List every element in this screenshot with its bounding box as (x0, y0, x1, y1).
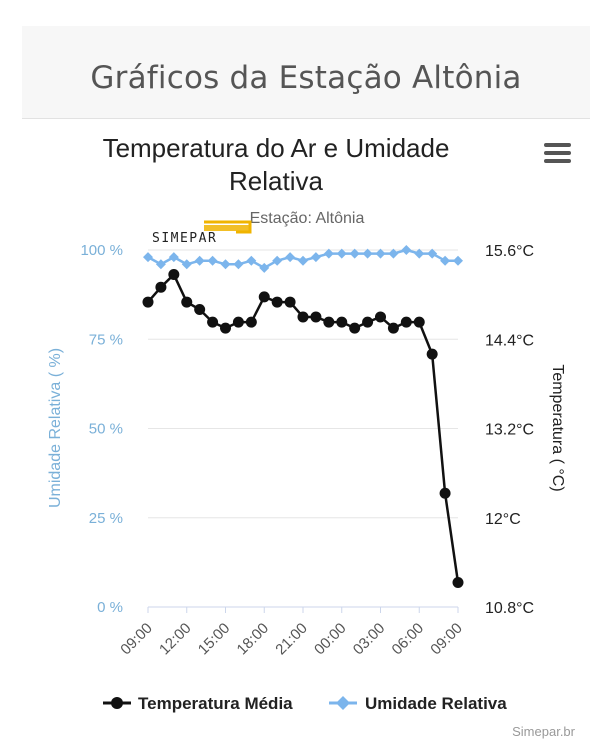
data-point-umidade (246, 255, 257, 266)
data-point-umidade (285, 252, 296, 263)
data-point-temperatura (413, 316, 425, 328)
chart-title-line-1: Temperatura do Ar e Umidade (103, 133, 450, 163)
data-point-temperatura (258, 291, 270, 303)
y-right-tick-label: 12°C (485, 511, 521, 528)
x-tick-label: 09:00 (427, 620, 466, 659)
x-tick-label: 15:00 (195, 620, 234, 659)
x-axis-ticks: 09:00 12:00 15:00 18:00 21:00 00:00 03:00 06:00… (117, 607, 466, 658)
data-point-umidade (259, 262, 270, 273)
data-point-umidade (207, 255, 218, 266)
y-axis-left-title: Umidade Relativa ( %) (47, 348, 64, 508)
data-point-umidade (298, 255, 308, 266)
data-point-temperatura (155, 281, 167, 293)
y-left-tick-label: 100 % (80, 242, 123, 259)
data-point-umidade (388, 248, 399, 259)
data-point-umidade (233, 259, 244, 270)
chart-series (142, 245, 464, 588)
y-right-tick-label: 15.6°C (485, 243, 534, 260)
data-point-umidade (440, 255, 451, 266)
data-point-temperatura (207, 316, 219, 328)
logo-text: SIMEPAR (152, 231, 217, 246)
y-left-tick-label: 25 % (89, 510, 123, 527)
data-point-umidade (401, 245, 412, 255)
x-tick-label: 21:00 (272, 620, 311, 659)
x-tick-label: 06:00 (389, 620, 428, 659)
data-point-umidade (349, 248, 360, 259)
logo-accent-bar (204, 225, 250, 231)
data-point-umidade (453, 255, 463, 266)
data-point-umidade (414, 248, 425, 259)
y-right-tick-label: 10.8°C (485, 600, 534, 617)
y-left-tick-label: 0 % (97, 599, 123, 616)
data-point-umidade (220, 259, 231, 270)
data-point-temperatura (439, 487, 451, 499)
chart-title-line-2: Relativa (229, 166, 323, 196)
data-point-umidade (310, 252, 321, 263)
x-tick-label: 18:00 (234, 620, 273, 659)
legend-marker-umidade (336, 696, 350, 710)
data-point-umidade (143, 252, 153, 263)
y-axis-right-ticks: 10.8°C 12°C 13.2°C 14.4°C 15.6°C (485, 243, 534, 617)
x-tick-label: 00:00 (311, 620, 350, 659)
data-point-temperatura (271, 296, 283, 308)
data-point-umidade (375, 248, 386, 259)
page-title: Gráficos da Estação Altônia (90, 60, 522, 96)
data-point-temperatura (297, 311, 309, 323)
legend-item-umidade[interactable]: Umidade Relativa (329, 694, 507, 713)
hamburger-menu-icon (544, 143, 571, 163)
data-point-temperatura (323, 316, 335, 328)
data-point-temperatura (181, 296, 193, 308)
data-point-temperatura (310, 311, 322, 323)
y-axis-left-ticks: 0 % 25 % 50 % 75 % 100 % (80, 242, 123, 616)
data-point-temperatura (220, 322, 231, 334)
legend-item-temperatura[interactable]: Temperatura Média (103, 694, 293, 713)
legend: Temperatura Média Umidade Relativa (103, 694, 507, 713)
data-point-umidade (272, 255, 283, 266)
y-right-tick-label: 14.4°C (485, 332, 534, 349)
data-point-temperatura (142, 296, 154, 308)
data-point-temperatura (452, 576, 464, 588)
data-point-umidade (336, 248, 347, 259)
data-point-umidade (362, 248, 373, 259)
data-point-umidade (194, 255, 205, 266)
data-point-temperatura (362, 316, 374, 328)
data-point-temperatura (336, 316, 348, 328)
data-point-umidade (155, 259, 166, 270)
data-point-temperatura (387, 322, 399, 334)
y-right-tick-label: 13.2°C (485, 422, 534, 439)
y-axis-right-title: Temperatura ( °C) (549, 364, 566, 491)
data-point-umidade (181, 259, 192, 270)
data-point-umidade (427, 248, 438, 259)
legend-marker-temperatura (111, 697, 123, 709)
data-point-temperatura (400, 316, 412, 328)
data-point-umidade (323, 248, 334, 259)
simepar-logo: SIMEPAR (152, 220, 252, 246)
y-left-tick-label: 50 % (89, 421, 123, 438)
x-tick-label: 03:00 (350, 620, 389, 659)
chart-subtitle: Estação: Altônia (250, 210, 365, 227)
series-umidade-relativa (143, 245, 463, 273)
data-point-temperatura (426, 348, 438, 360)
data-point-temperatura (284, 296, 296, 308)
series-temperatura-media (142, 269, 464, 588)
legend-label-umidade: Umidade Relativa (365, 694, 507, 713)
data-point-temperatura (232, 316, 244, 328)
x-tick-label: 09:00 (117, 620, 156, 659)
data-point-temperatura (245, 316, 257, 328)
data-point-temperatura (375, 311, 386, 323)
data-point-temperatura (194, 304, 206, 315)
data-point-temperatura (168, 269, 180, 281)
data-point-temperatura (349, 322, 361, 334)
chart-menu-button[interactable] (536, 136, 578, 170)
page-header: Gráficos da Estação Altônia (22, 26, 590, 119)
data-point-umidade (168, 252, 179, 263)
x-tick-label: 12:00 (156, 620, 195, 659)
chart-gridlines (148, 249, 458, 608)
legend-label-temperatura: Temperatura Média (138, 694, 293, 713)
credit-link[interactable]: Simepar.br (512, 724, 575, 739)
y-left-tick-label: 75 % (89, 331, 123, 348)
